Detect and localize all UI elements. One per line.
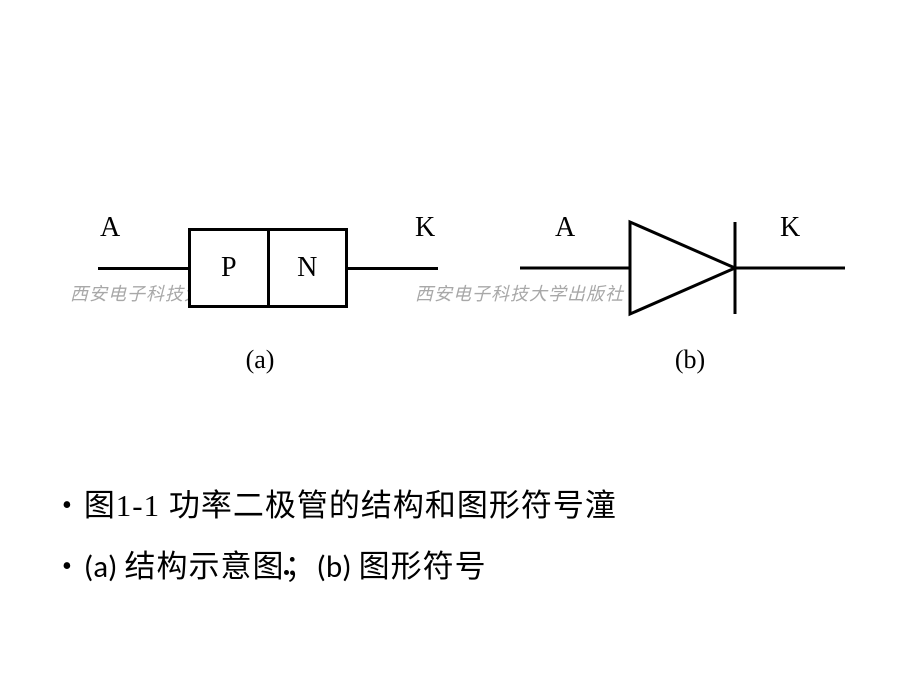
diode-triangle xyxy=(630,222,735,314)
caption-l2-han2: 图形符号 xyxy=(359,549,487,584)
caption-line2-text: (a) 结构示意图；(b) 图形符号 xyxy=(84,541,487,586)
terminal-k-label: K xyxy=(415,212,435,244)
caption-l2-latin2: (b) xyxy=(316,548,358,586)
anode-lead-wire xyxy=(98,267,188,270)
p-region-label: P xyxy=(191,231,267,305)
panel-b-sublabel: (b) xyxy=(510,345,870,375)
bullet-icon: • xyxy=(62,553,72,581)
cathode-lead-wire xyxy=(348,267,438,270)
n-region-label: N xyxy=(270,231,346,305)
terminal-k-label-b: K xyxy=(780,212,800,244)
caption-line-1: • 图1-1 功率二极管的结构和图形符号潼 xyxy=(62,480,882,525)
caption-line-2: • (a) 结构示意图；(b) 图形符号 xyxy=(62,541,882,586)
terminal-a-label: A xyxy=(100,212,120,244)
diode-symbol-svg xyxy=(510,200,870,330)
panel-a-structure-diagram: 西安电子科技大学出版社 A P N K (a) xyxy=(80,200,440,375)
bullet-icon: • xyxy=(62,492,72,520)
pn-junction-box: P N xyxy=(188,228,348,308)
caption-line1-text: 图1-1 功率二极管的结构和图形符号潼 xyxy=(84,480,617,525)
caption-area: • 图1-1 功率二极管的结构和图形符号潼 • (a) 结构示意图；(b) 图形… xyxy=(62,480,882,602)
caption-l2-latin1: (a) xyxy=(84,548,125,586)
panel-a-sublabel: (a) xyxy=(80,345,440,375)
panel-b-circuit-symbol: 西安电子科技大学出版社 A K (b) xyxy=(510,200,870,375)
diagram-container: 西安电子科技大学出版社 A P N K (a) 西安电子科技大学出版社 A K xyxy=(0,200,920,400)
caption-l2-han1: 结构示意图； xyxy=(124,549,316,584)
